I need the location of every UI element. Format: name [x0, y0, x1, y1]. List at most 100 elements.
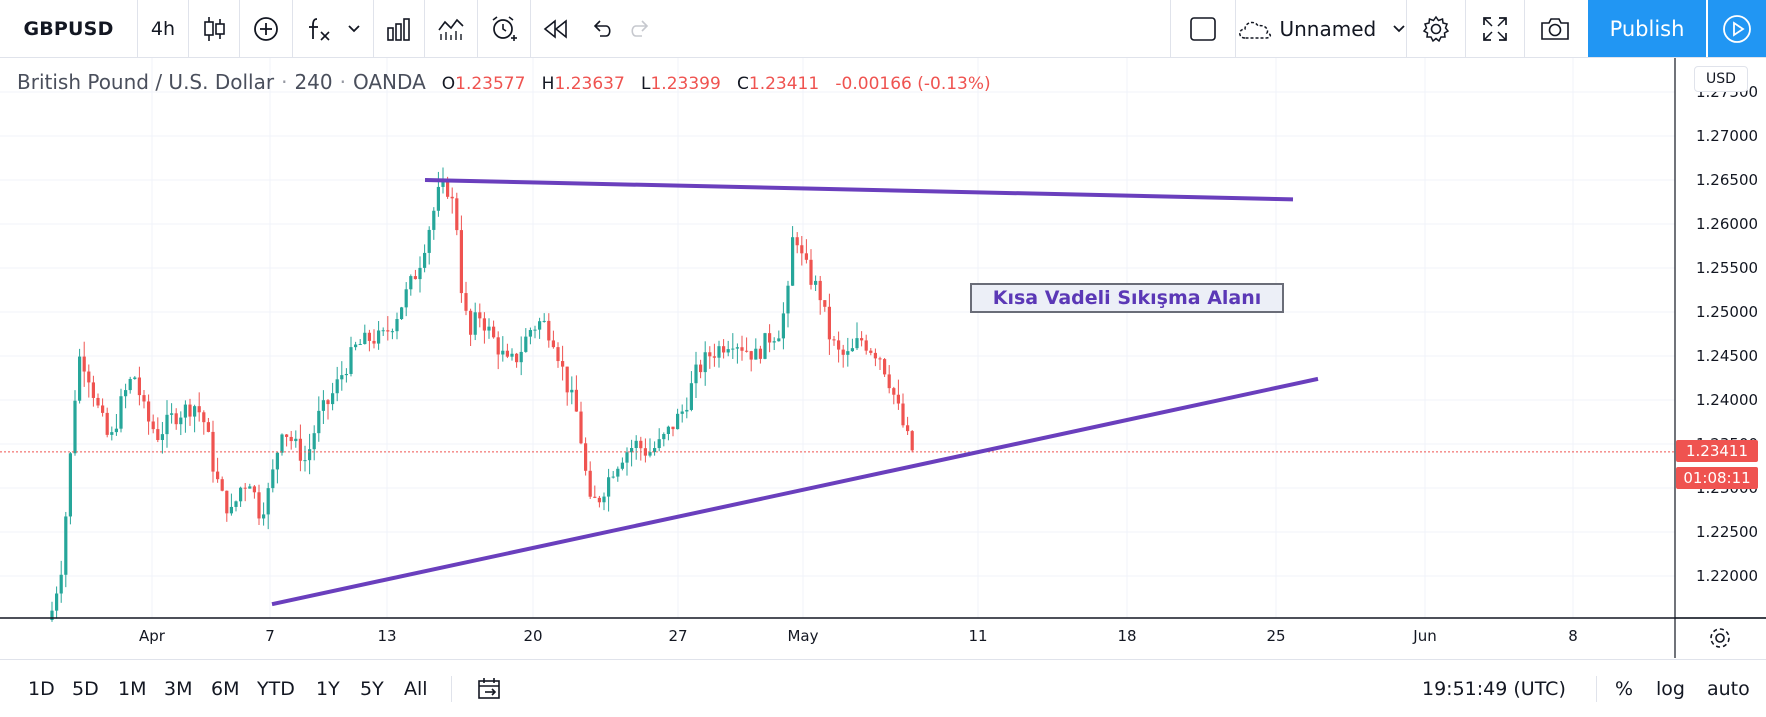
candle-body — [294, 438, 298, 442]
price-tick-label: 1.24500 — [1696, 347, 1758, 365]
candle-body — [528, 330, 532, 337]
candle-body — [639, 440, 643, 449]
bottom-toolbar: 1D 5D 1M 3M 6M YTD 1Y 5Y All 19:51:49 (U… — [0, 659, 1766, 717]
currency-badge[interactable]: USD — [1694, 66, 1748, 92]
templates-button[interactable] — [425, 0, 477, 57]
candle-body — [689, 383, 693, 410]
candle-body — [561, 361, 565, 367]
candle-body — [620, 462, 624, 469]
candle-body — [119, 396, 123, 429]
publish-video-button[interactable] — [1708, 0, 1766, 57]
function-icon — [309, 17, 330, 41]
candle-body — [611, 476, 615, 478]
redo-button[interactable] — [620, 0, 660, 57]
range-all[interactable]: All — [404, 677, 428, 700]
candle-body — [602, 496, 606, 503]
chart-area[interactable]: 1.220001.225001.230001.235001.240001.245… — [0, 58, 1766, 658]
indicator-template-icon — [438, 18, 464, 40]
candle-body — [492, 326, 496, 338]
candle-body — [556, 347, 560, 362]
plus-circle-icon — [254, 16, 278, 41]
compare-button[interactable] — [240, 0, 292, 57]
range-1m[interactable]: 1M — [118, 677, 147, 700]
candle-body — [653, 448, 657, 453]
range-1d[interactable]: 1D — [28, 677, 55, 700]
candle-body — [809, 259, 813, 285]
range-5d[interactable]: 5D — [72, 677, 99, 700]
candle-body — [197, 406, 201, 413]
candle-body — [542, 320, 546, 322]
settings-button[interactable] — [1407, 0, 1465, 57]
interval-button[interactable]: 4h — [138, 0, 188, 57]
publish-button[interactable]: Publish — [1588, 0, 1706, 57]
price-chart[interactable]: 1.220001.225001.230001.235001.240001.245… — [0, 58, 1766, 658]
bar-countdown-label: 01:08:11 — [1676, 467, 1758, 489]
play-icon — [1723, 14, 1751, 43]
time-tick-label: 25 — [1266, 627, 1285, 645]
replay-button[interactable] — [531, 0, 581, 57]
fullscreen-button[interactable] — [1466, 0, 1524, 57]
candle-body — [358, 344, 362, 346]
range-5y[interactable]: 5Y — [360, 677, 384, 700]
candle-body — [533, 329, 537, 331]
candle-body — [326, 400, 330, 405]
text-annotation[interactable]: Kısa Vadeli Sıkışma Alanı — [970, 283, 1284, 313]
support-trendline[interactable] — [271, 376, 1319, 607]
layout-menu-button[interactable]: Unnamed — [1236, 0, 1406, 57]
financials-button[interactable] — [374, 0, 424, 57]
candle-body — [478, 312, 482, 319]
chevron-down-icon — [348, 24, 360, 32]
low-value: 1.23399 — [650, 74, 721, 94]
candle-body — [735, 347, 739, 349]
range-1y[interactable]: 1Y — [316, 677, 340, 700]
candle-body — [570, 389, 574, 393]
candle-body — [680, 411, 684, 414]
goto-date-button[interactable] — [476, 660, 504, 717]
chart-type-button[interactable] — [189, 0, 239, 57]
candle-body — [101, 405, 105, 413]
candle-body — [55, 593, 59, 611]
candle-body — [110, 432, 114, 435]
symbol-search-button[interactable]: GBPUSD — [0, 0, 137, 57]
candle-body — [243, 487, 247, 489]
time-tick-label: 20 — [523, 627, 542, 645]
candle-body — [450, 196, 454, 199]
alert-button[interactable] — [478, 0, 530, 57]
range-3m[interactable]: 3M — [164, 677, 193, 700]
snapshot-button[interactable] — [1525, 0, 1585, 57]
candle-body — [584, 443, 588, 471]
auto-scale-toggle[interactable]: auto — [1707, 677, 1750, 700]
redo-icon — [631, 19, 649, 37]
candle-body — [551, 340, 555, 348]
time-tick-label: Jun — [1412, 627, 1436, 645]
range-ytd[interactable]: YTD — [257, 677, 295, 700]
candle-body — [252, 486, 256, 493]
fullscreen-toggle-button[interactable] — [1171, 0, 1235, 57]
candle-body — [216, 471, 220, 480]
log-scale-toggle[interactable]: log — [1656, 677, 1685, 700]
indicators-button[interactable] — [293, 0, 373, 57]
alarm-clock-icon — [492, 15, 517, 41]
candle-body — [96, 397, 100, 406]
candles-icon — [204, 16, 225, 41]
candle-body — [404, 289, 408, 308]
candle-body — [202, 412, 206, 423]
percent-scale-toggle[interactable]: % — [1615, 677, 1634, 700]
candle-body — [188, 404, 192, 417]
candle-body — [616, 468, 620, 477]
last-price-label: 1.23411 — [1676, 440, 1758, 462]
bar-chart-icon — [387, 17, 410, 41]
range-6m[interactable]: 6M — [211, 677, 240, 700]
candle-body — [441, 180, 445, 187]
top-toolbar: GBPUSD 4h — [0, 0, 1766, 58]
candle-body — [625, 452, 629, 463]
candle-body — [432, 210, 436, 230]
clock[interactable]: 19:51:49 (UTC) — [1422, 677, 1566, 700]
candle-body — [781, 313, 785, 339]
candle-body — [459, 230, 463, 294]
resistance-trendline[interactable] — [424, 178, 1294, 202]
candle-body — [147, 401, 151, 422]
candle-body — [818, 280, 822, 301]
axis-settings-gear-icon[interactable] — [1710, 628, 1730, 648]
undo-button[interactable] — [582, 0, 622, 57]
